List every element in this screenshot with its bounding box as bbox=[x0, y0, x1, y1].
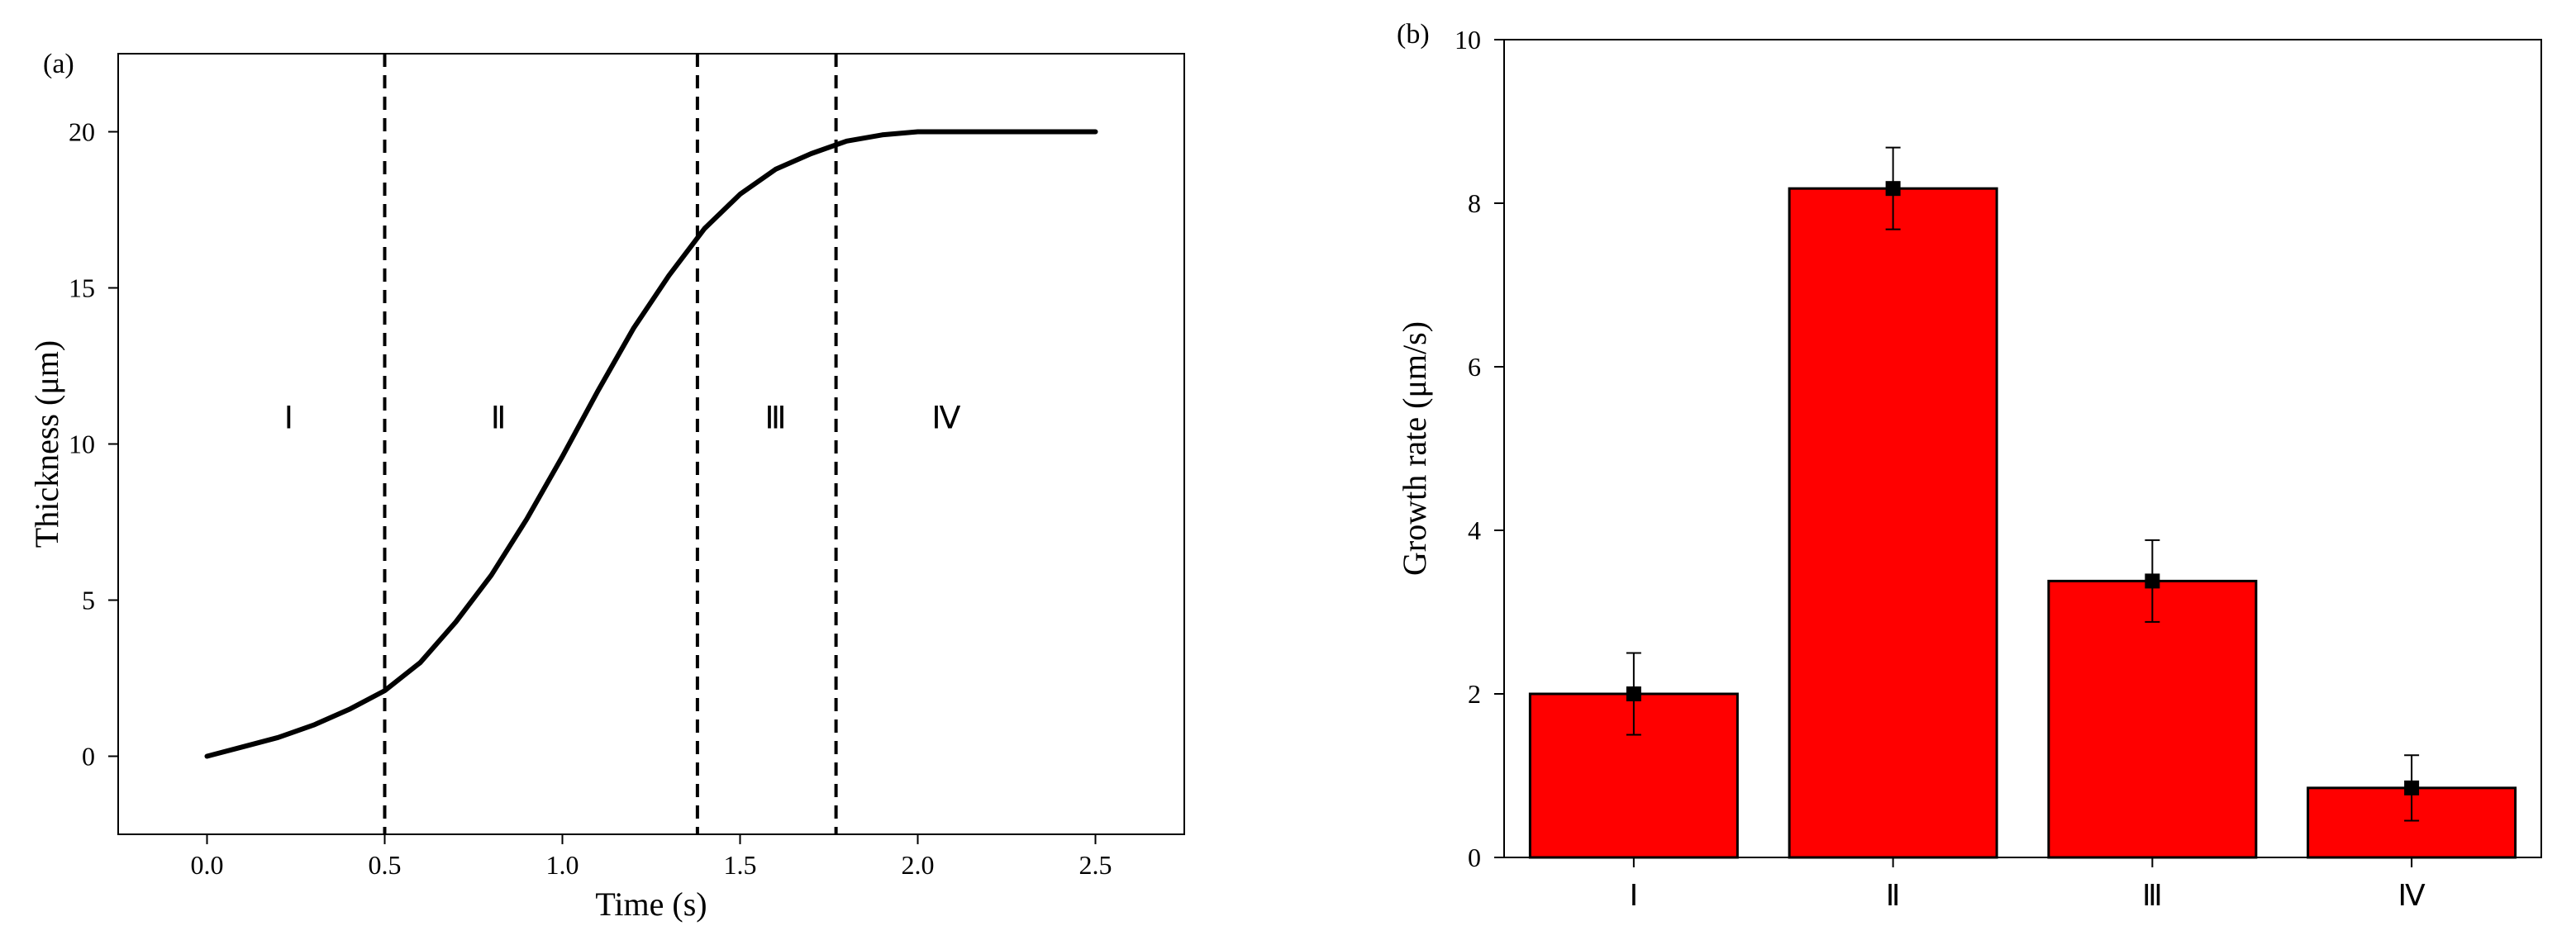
y-tick-label-b: 2 bbox=[1468, 679, 1481, 709]
mean-marker bbox=[1626, 686, 1641, 701]
region-label: Ⅰ bbox=[284, 401, 293, 436]
y-tick-label-a: 20 bbox=[69, 117, 95, 147]
x-tick-label-a: 1.5 bbox=[724, 850, 757, 880]
y-tick-label-a: 10 bbox=[69, 430, 95, 459]
panel-label-a: (a) bbox=[43, 49, 74, 79]
y-tick-label-a: 5 bbox=[82, 586, 95, 615]
panel-b: (b) 0 2 4 6 8 10 Ⅰ Ⅱ Ⅲ Ⅳ Growth rate (μm/s) bbox=[1396, 19, 2542, 912]
region-label: Ⅱ bbox=[491, 401, 507, 436]
x-tick-label-a: 2.0 bbox=[902, 850, 935, 880]
region-label: Ⅲ bbox=[764, 401, 786, 436]
y-tick-label-b: 6 bbox=[1468, 352, 1481, 382]
x-tick-label-a: 0.5 bbox=[369, 850, 402, 880]
mean-marker bbox=[1885, 181, 1901, 197]
mean-marker bbox=[2145, 573, 2160, 589]
thickness-line bbox=[204, 129, 1098, 759]
category-label: Ⅱ bbox=[1886, 879, 1901, 912]
category-label: Ⅳ bbox=[2398, 879, 2426, 912]
region-label: Ⅳ bbox=[931, 401, 960, 436]
panel-label-b: (b) bbox=[1397, 19, 1430, 50]
bar bbox=[2047, 579, 2258, 859]
bar bbox=[1788, 187, 1998, 859]
x-tick-label-a: 1.0 bbox=[546, 850, 579, 880]
y-tick-label-b: 4 bbox=[1468, 515, 1481, 545]
x-tick-label-a: 0.0 bbox=[191, 850, 224, 880]
category-label: Ⅲ bbox=[2142, 879, 2163, 912]
panel-a: (a) 0.0 0.5 1.0 1.5 2.0 2.5 0 5 10 15 20 Time (s) Thi… bbox=[28, 49, 1185, 923]
category-label: Ⅰ bbox=[1630, 879, 1639, 912]
y-axis-title-b: Growth rate (μm/s) bbox=[1396, 321, 1433, 576]
y-axis-title-a: Thickness (μm) bbox=[28, 340, 65, 548]
x-tick-label-a: 2.5 bbox=[1079, 850, 1112, 880]
y-tick-label-a: 15 bbox=[69, 273, 95, 303]
y-tick-label-b: 10 bbox=[1455, 25, 1481, 55]
y-tick-label-a: 0 bbox=[82, 742, 95, 772]
y-tick-label-b: 0 bbox=[1468, 843, 1481, 872]
plot-frame-a bbox=[117, 53, 1185, 835]
plot-frame-b bbox=[1503, 39, 2542, 858]
x-axis-title-a: Time (s) bbox=[595, 886, 707, 923]
y-tick-label-b: 8 bbox=[1468, 188, 1481, 218]
mean-marker bbox=[2404, 780, 2420, 795]
